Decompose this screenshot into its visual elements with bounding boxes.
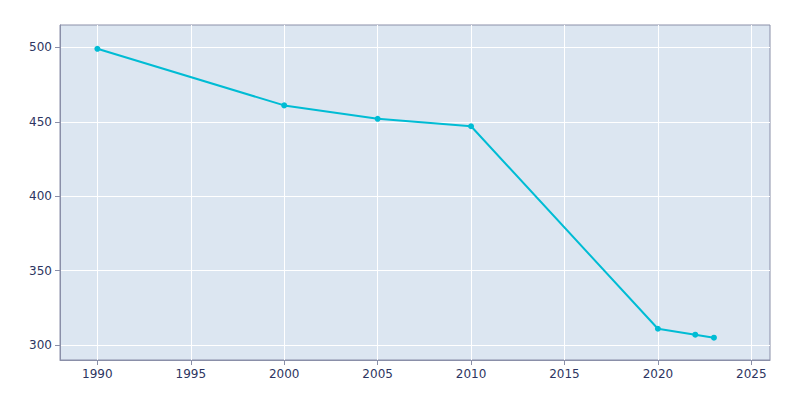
svg-text:2025: 2025: [736, 367, 767, 381]
svg-text:300: 300: [29, 338, 52, 352]
svg-text:400: 400: [29, 189, 52, 203]
svg-text:500: 500: [29, 40, 52, 54]
svg-text:2000: 2000: [269, 367, 300, 381]
svg-text:1990: 1990: [82, 367, 113, 381]
svg-text:2005: 2005: [362, 367, 393, 381]
svg-text:2010: 2010: [456, 367, 487, 381]
svg-text:2020: 2020: [643, 367, 674, 381]
svg-text:350: 350: [29, 264, 52, 278]
svg-text:1995: 1995: [176, 367, 207, 381]
svg-text:2015: 2015: [549, 367, 580, 381]
svg-text:450: 450: [29, 115, 52, 129]
